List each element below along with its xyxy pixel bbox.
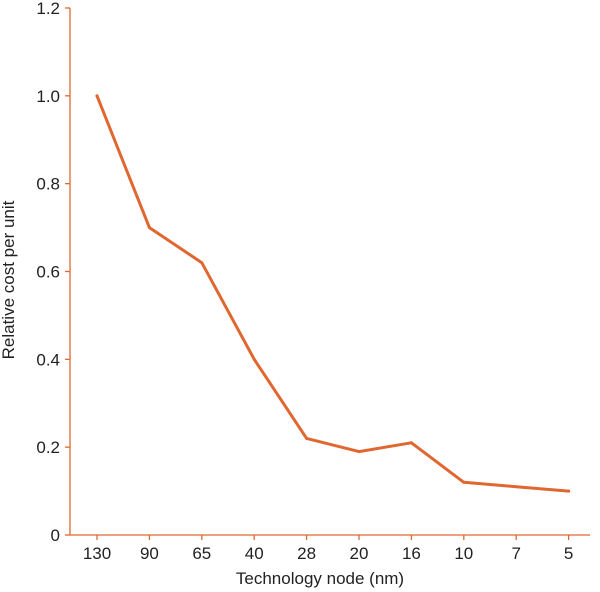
y-tick-label: 0.2 <box>36 438 60 457</box>
data-point <box>567 489 571 493</box>
y-axis-label: Relative cost per unit <box>0 200 18 359</box>
data-point <box>462 480 466 484</box>
y-tick-label: 0.8 <box>36 175 60 194</box>
x-tick-label: 16 <box>402 544 421 563</box>
x-tick-label: 90 <box>140 544 159 563</box>
data-point <box>357 450 361 454</box>
x-tick-label: 65 <box>192 544 211 563</box>
series-layer <box>95 94 571 493</box>
data-point <box>200 261 204 265</box>
x-tick-label: 28 <box>297 544 316 563</box>
x-axis-label: Technology node (nm) <box>236 569 404 588</box>
y-tick-label: 0 <box>51 526 60 545</box>
y-tick-label: 1.0 <box>36 87 60 106</box>
data-point <box>514 485 518 489</box>
x-tick-label: 5 <box>564 544 573 563</box>
x-tick-label: 130 <box>83 544 111 563</box>
x-tick-label: 7 <box>511 544 520 563</box>
y-tick-label: 0.6 <box>36 263 60 282</box>
data-point <box>147 226 151 230</box>
x-axis-ticks: 130 90 65 40 28 20 16 10 7 5 <box>83 535 573 563</box>
data-point <box>409 441 413 445</box>
y-tick-label: 1.2 <box>36 0 60 18</box>
data-point <box>305 436 309 440</box>
data-point <box>95 94 99 98</box>
x-tick-label: 40 <box>245 544 264 563</box>
data-point <box>252 357 256 361</box>
x-tick-label: 20 <box>350 544 369 563</box>
y-axis-ticks: 0 0.2 0.4 0.6 0.8 1.0 1.2 <box>36 0 70 545</box>
series-line <box>95 94 571 493</box>
y-tick-label: 0.4 <box>36 350 60 369</box>
x-tick-label: 10 <box>454 544 473 563</box>
axes <box>69 8 590 536</box>
